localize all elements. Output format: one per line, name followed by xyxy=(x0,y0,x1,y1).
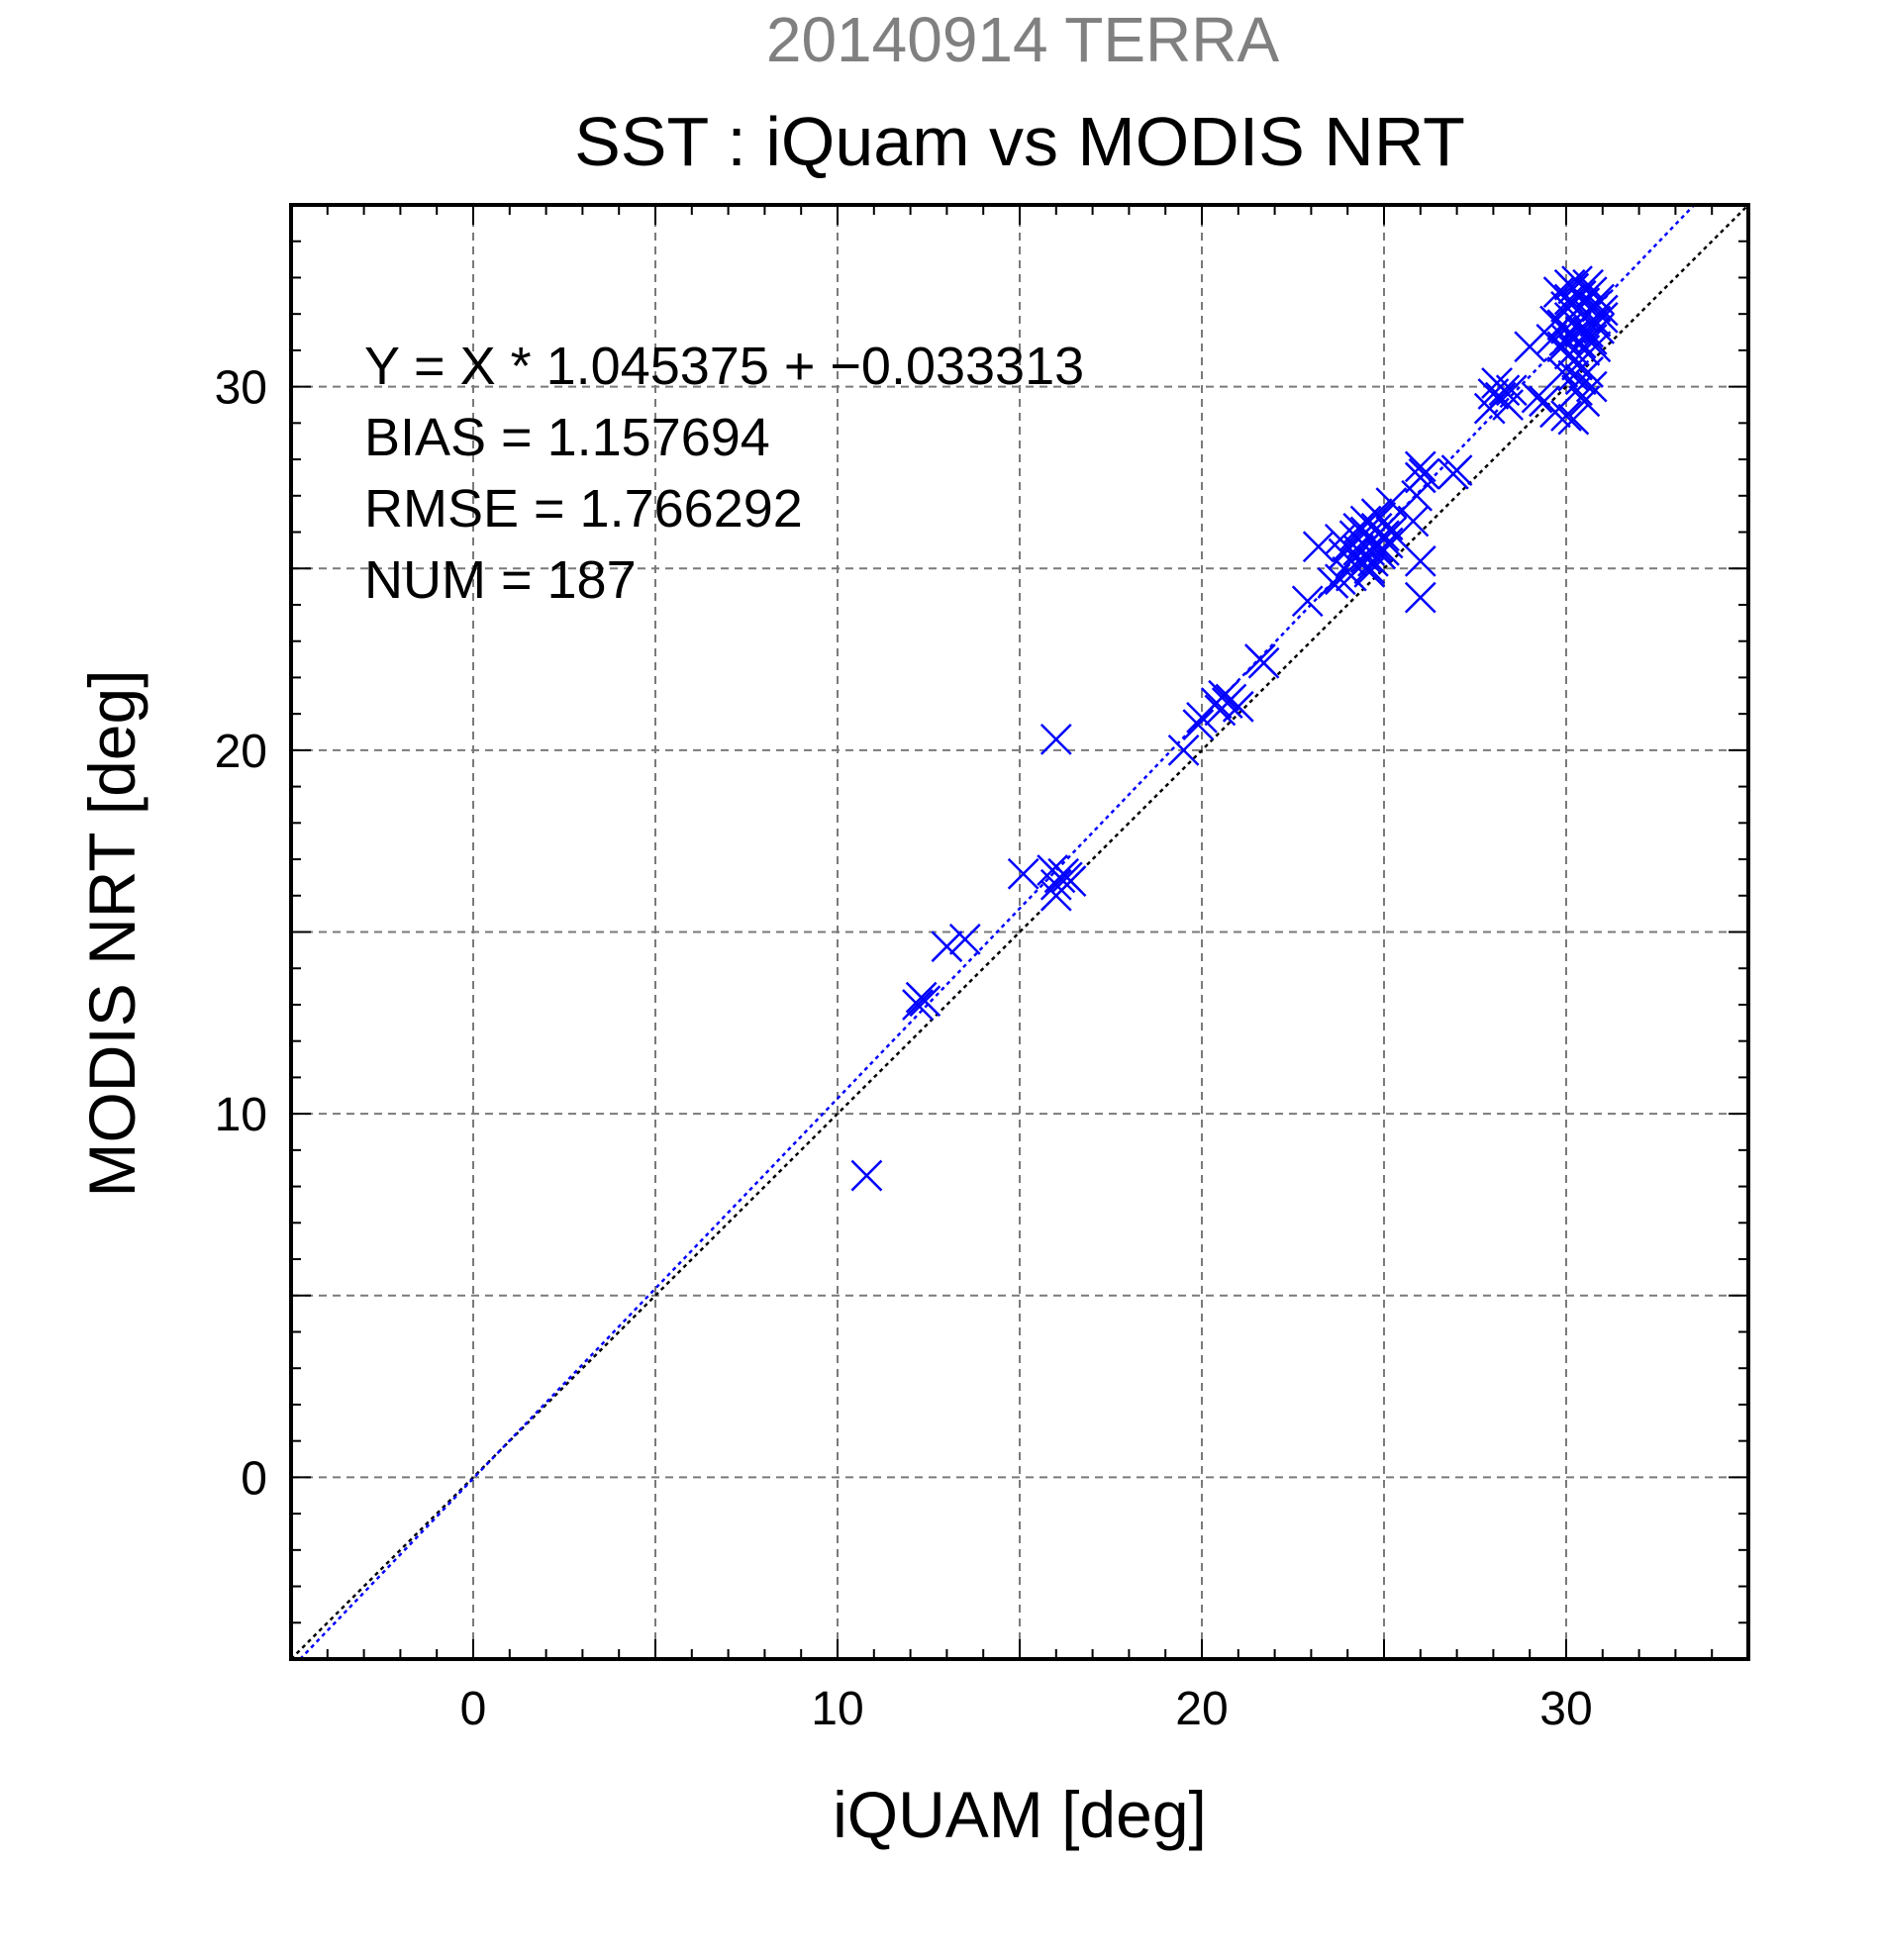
data-point xyxy=(1247,646,1280,679)
data-point xyxy=(1335,559,1367,592)
grid-lines xyxy=(291,205,1748,1659)
data-point xyxy=(948,923,981,955)
plot-frame xyxy=(289,203,1750,1661)
data-point xyxy=(1007,857,1040,890)
x-tick-label: 20 xyxy=(1175,1683,1228,1735)
y-tick-labels: 0 10 20 30 xyxy=(215,362,267,1506)
data-point xyxy=(850,1159,883,1192)
data-points xyxy=(850,265,1619,1192)
data-point xyxy=(1368,520,1400,552)
data-point xyxy=(1583,312,1616,344)
data-point xyxy=(1583,283,1616,316)
data-point xyxy=(1375,516,1408,548)
data-point xyxy=(1550,400,1582,432)
data-point xyxy=(1568,385,1601,418)
data-point xyxy=(1440,454,1473,486)
reference-lines xyxy=(290,204,1749,1660)
stats-num: NUM = 187 xyxy=(364,550,637,610)
x-tick-label: 30 xyxy=(1539,1683,1592,1735)
data-point xyxy=(902,989,934,1021)
data-point xyxy=(1586,301,1619,334)
data-point xyxy=(1477,378,1510,410)
data-point xyxy=(1546,309,1579,342)
chart-title: SST : iQuam vs MODIS NRT xyxy=(574,103,1465,180)
data-point xyxy=(1353,556,1386,588)
data-point xyxy=(1208,679,1239,712)
x-axis-label: iQUAM [deg] xyxy=(833,1778,1207,1851)
data-point xyxy=(1404,450,1436,483)
y-tick-label: 0 xyxy=(241,1452,267,1505)
regression-line xyxy=(299,204,1696,1660)
data-point xyxy=(1521,381,1553,414)
data-point xyxy=(1495,374,1528,407)
data-point xyxy=(1557,403,1590,436)
data-point xyxy=(1514,331,1546,363)
data-point xyxy=(931,931,963,963)
x-tick-labels: 0 10 20 30 xyxy=(460,1683,1593,1735)
data-point xyxy=(909,985,941,1018)
data-point xyxy=(1575,370,1608,403)
chart-subtitle: 20140914 TERRA xyxy=(766,4,1280,75)
data-point xyxy=(1553,268,1586,301)
data-point xyxy=(1182,709,1215,741)
x-tick-label: 10 xyxy=(811,1683,863,1735)
y-tick-label: 20 xyxy=(215,726,267,778)
data-point xyxy=(1404,581,1436,614)
stats-rmse: RMSE = 1.766292 xyxy=(364,479,803,539)
y-tick-label: 10 xyxy=(215,1089,267,1141)
data-point xyxy=(1368,535,1400,566)
stats-bias: BIAS = 1.157694 xyxy=(364,408,770,467)
data-point xyxy=(1401,479,1434,512)
data-point xyxy=(1408,457,1440,490)
data-point xyxy=(1375,487,1408,520)
identity-line xyxy=(290,204,1749,1660)
y-axis-label: MODIS NRT [deg] xyxy=(75,669,148,1197)
data-point xyxy=(1222,690,1254,723)
data-point xyxy=(1360,498,1393,531)
stats-fit-equation: Y = X * 1.045375 + −0.033313 xyxy=(364,337,1084,396)
data-point xyxy=(1397,505,1430,538)
data-point xyxy=(1291,585,1324,618)
data-point xyxy=(1302,531,1335,563)
data-point xyxy=(1317,567,1349,599)
data-point xyxy=(1332,531,1364,563)
x-tick-label: 0 xyxy=(460,1683,487,1735)
data-point xyxy=(1047,857,1080,890)
data-point xyxy=(1561,265,1593,298)
data-point xyxy=(1404,545,1436,577)
y-tick-label: 30 xyxy=(215,362,267,415)
data-point xyxy=(1167,734,1200,766)
data-point xyxy=(1040,723,1072,755)
data-point xyxy=(1579,331,1612,363)
